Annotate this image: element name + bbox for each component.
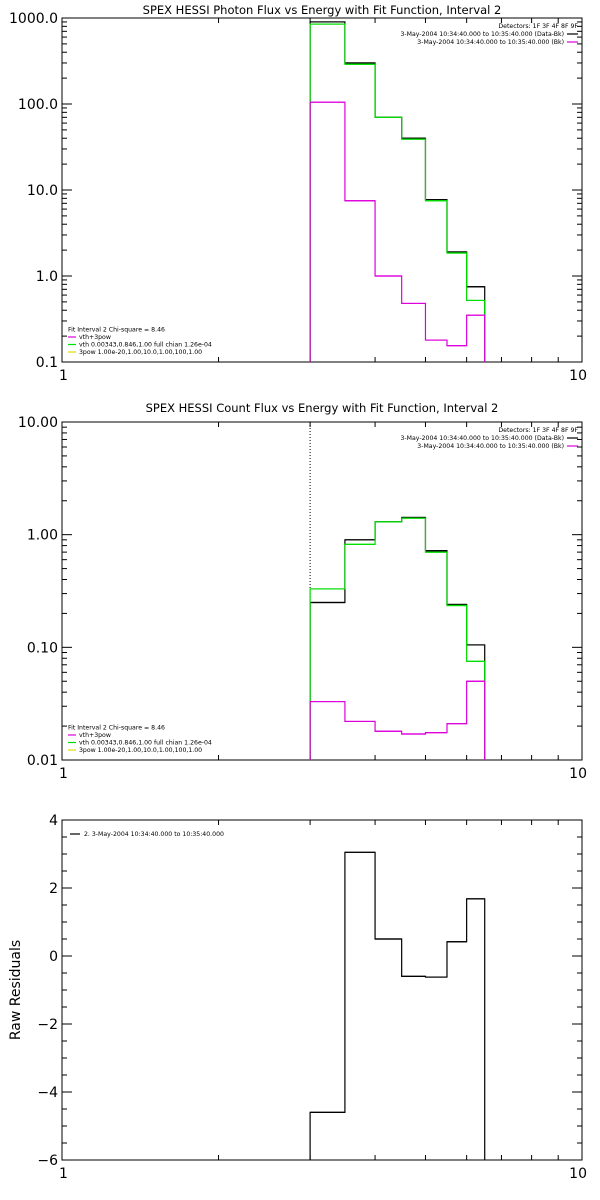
plot-frame <box>61 819 583 1161</box>
x-tick-label: 1 <box>59 368 68 384</box>
y-tick-label: 1.00 <box>27 528 58 544</box>
series-model_thermal <box>309 101 486 362</box>
series-line <box>309 851 486 1160</box>
chart-panel-2: SPEX HESSI Count Flux vs Energy with Fit… <box>18 401 587 782</box>
y-tick-label: 10.00 <box>18 415 58 431</box>
chart-panel-1: SPEX HESSI Photon Flux vs Energy with Fi… <box>9 3 587 384</box>
legend-entry: 3-May-2004 10:34:40.000 to 10:35:40.000 … <box>401 31 565 38</box>
legend-entry: 3pow 1.00e-20,1.00,10.0,1.00,100,1.00 <box>79 747 202 754</box>
legend-entry: 3-May-2004 10:34:40.000 to 10:35:40.000 … <box>401 435 565 442</box>
x-tick-label: 1 <box>59 766 68 782</box>
legend-top-right: Detectors: 1F 3F 4F 8F 9F3-May-2004 10:3… <box>401 427 579 450</box>
legend-entry: Fit Interval 2 Chi-square = 8.46 <box>68 725 165 732</box>
legend-entry: 3pow 1.00e-20,1.00,10.0,1.00,100,1.00 <box>79 349 202 356</box>
chart-title: SPEX HESSI Photon Flux vs Energy with Fi… <box>143 3 502 17</box>
y-tick-label: −6 <box>37 1153 58 1169</box>
legend-entry: Detectors: 1F 3F 4F 8F 9F <box>498 427 578 434</box>
legend-entry: vth+3pow <box>79 334 111 341</box>
series-model_total <box>309 23 486 362</box>
series-line <box>309 23 486 362</box>
y-tick-label: 0.01 <box>27 753 58 769</box>
y-tick-label: 1000.0 <box>9 11 58 27</box>
y-tick-label: 100.0 <box>18 97 58 113</box>
y-tick-label: 0.1 <box>36 355 58 371</box>
series-data <box>309 21 486 362</box>
series-model_thermal <box>309 680 486 760</box>
y-tick-label: 0 <box>49 949 58 965</box>
x-tick-label: 10 <box>569 1166 587 1182</box>
legend-entry: vth 0.00343,0.846,1.00 full chian 1.26e-… <box>79 740 212 747</box>
legend-entry: 3-May-2004 10:34:40.000 to 10:35:40.000 … <box>417 443 564 450</box>
chart-panel-3: 1 10 −6 −4 −2 0 2 4 Raw Residuals 2. 3-May-2004 1… <box>8 813 587 1182</box>
series-line <box>309 517 486 760</box>
y-tick-label: −2 <box>37 1017 58 1033</box>
series-residual <box>309 851 486 1160</box>
legend-entry: 2. 3-May-2004 10:34:40.000 to 10:35:40.0… <box>84 831 224 838</box>
legend-entry: vth+3pow <box>79 732 111 739</box>
y-tick-label: 1.0 <box>36 269 58 285</box>
y-tick-label: 4 <box>49 813 58 829</box>
series-line <box>309 101 486 362</box>
series-model_total <box>309 517 486 760</box>
legend-top-right: Detectors: 1F 3F 4F 8F 9F3-May-2004 10:3… <box>401 23 579 46</box>
chart-title: SPEX HESSI Count Flux vs Energy with Fit… <box>146 401 499 415</box>
legend-entry: 3-May-2004 10:34:40.000 to 10:35:40.000 … <box>417 39 564 46</box>
plot-frame <box>61 421 583 761</box>
legend-bottom-left: Fit Interval 2 Chi-square = 8.46vth+3pow… <box>68 327 212 356</box>
legend-entry: Fit Interval 2 Chi-square = 8.46 <box>68 327 165 334</box>
y-tick-label: 0.10 <box>27 640 58 656</box>
x-tick-label: 10 <box>569 766 587 782</box>
series-line <box>309 680 486 760</box>
y-axis-label: Raw Residuals <box>8 940 24 1040</box>
x-tick-label: 1 <box>59 1166 68 1182</box>
y-tick-label: 10.0 <box>27 183 58 199</box>
legend-top-left: 2. 3-May-2004 10:34:40.000 to 10:35:40.0… <box>70 831 224 838</box>
series-line <box>309 21 486 362</box>
plot-frame <box>61 17 583 363</box>
legend-entry: vth 0.00343,0.846,1.00 full chian 1.26e-… <box>79 342 212 349</box>
x-tick-label: 10 <box>569 368 587 384</box>
y-tick-label: 2 <box>49 881 58 897</box>
legend-entry: Detectors: 1F 3F 4F 8F 9F <box>498 23 578 30</box>
legend-bottom-left: Fit Interval 2 Chi-square = 8.46vth+3pow… <box>68 725 212 754</box>
y-tick-label: −4 <box>37 1085 58 1101</box>
